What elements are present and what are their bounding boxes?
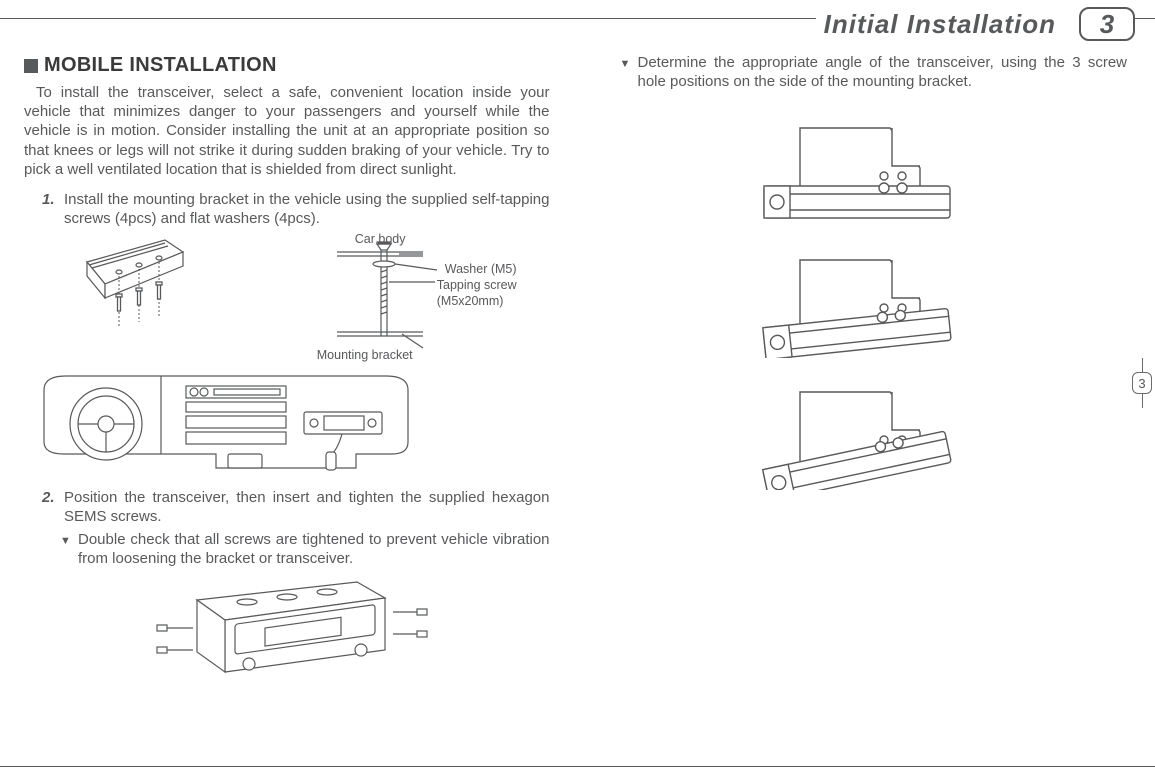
header-title-wrapper: Initial Installation xyxy=(816,9,1079,40)
left-column: MOBILE INSTALLATION To install the trans… xyxy=(0,54,578,761)
bullet-angle-text: Determine the appropriate angle of the t… xyxy=(638,54,1128,92)
transceiver-mounted-icon xyxy=(137,572,437,702)
step-1: 1. Install the mounting bracket in the v… xyxy=(24,191,550,229)
bullet-text: Double check that all screws are tighten… xyxy=(78,531,550,569)
side-tab-number: 3 xyxy=(1132,372,1152,394)
bullet-angle: ▼ Determine the appropriate angle of the… xyxy=(602,54,1128,92)
right-column: ▼ Determine the appropriate angle of the… xyxy=(578,54,1155,761)
tab-line-bottom xyxy=(1142,394,1143,408)
label-tapping-screw-2: (M5x20mm) xyxy=(437,294,504,308)
tab-line-top xyxy=(1142,358,1143,372)
angle-position-1-icon xyxy=(744,114,984,226)
mounting-bracket-icon xyxy=(65,232,215,342)
step-2-text: Position the transceiver, then insert an… xyxy=(64,489,550,527)
diagram-dashboard xyxy=(24,368,550,483)
label-car-body: Car body xyxy=(355,232,406,246)
step-1-text: Install the mounting bracket in the vehi… xyxy=(64,191,550,229)
chapter-number: 3 xyxy=(1100,9,1114,40)
content-columns: MOBILE INSTALLATION To install the trans… xyxy=(0,54,1155,761)
footer-rule xyxy=(0,766,1155,767)
angle-position-3-icon xyxy=(744,378,984,490)
bullet-marker-icon: ▼ xyxy=(60,535,70,569)
intro-paragraph: To install the transceiver, select a saf… xyxy=(24,83,550,179)
section-title: MOBILE INSTALLATION xyxy=(44,54,277,77)
section-header: MOBILE INSTALLATION xyxy=(24,54,550,77)
dashboard-icon xyxy=(36,368,416,483)
chapter-number-box: 3 xyxy=(1079,7,1135,41)
angle-position-2-icon xyxy=(744,246,984,358)
diagram-bracket-assembly: Car body Washer (M5) Tapping screw (M5x2… xyxy=(24,232,550,362)
step-2: 2. Position the transceiver, then insert… xyxy=(24,489,550,527)
bullet-double-check: ▼ Double check that all screws are tight… xyxy=(24,531,550,569)
page-header: Initial Installation 3 xyxy=(0,8,1155,40)
label-washer: Washer (M5) xyxy=(445,262,517,276)
bullet-marker-icon-2: ▼ xyxy=(620,58,630,92)
label-mounting-bracket: Mounting bracket xyxy=(317,348,413,362)
step-1-number: 1. xyxy=(42,191,60,229)
diagram-transceiver-mounted xyxy=(24,572,550,702)
section-marker-icon xyxy=(24,59,38,73)
label-tapping-screw-1: Tapping screw xyxy=(437,278,517,292)
header-title: Initial Installation xyxy=(824,9,1056,39)
page-side-tab: 3 xyxy=(1129,358,1155,408)
step-2-number: 2. xyxy=(42,489,60,527)
angle-diagram-group xyxy=(602,114,1128,490)
